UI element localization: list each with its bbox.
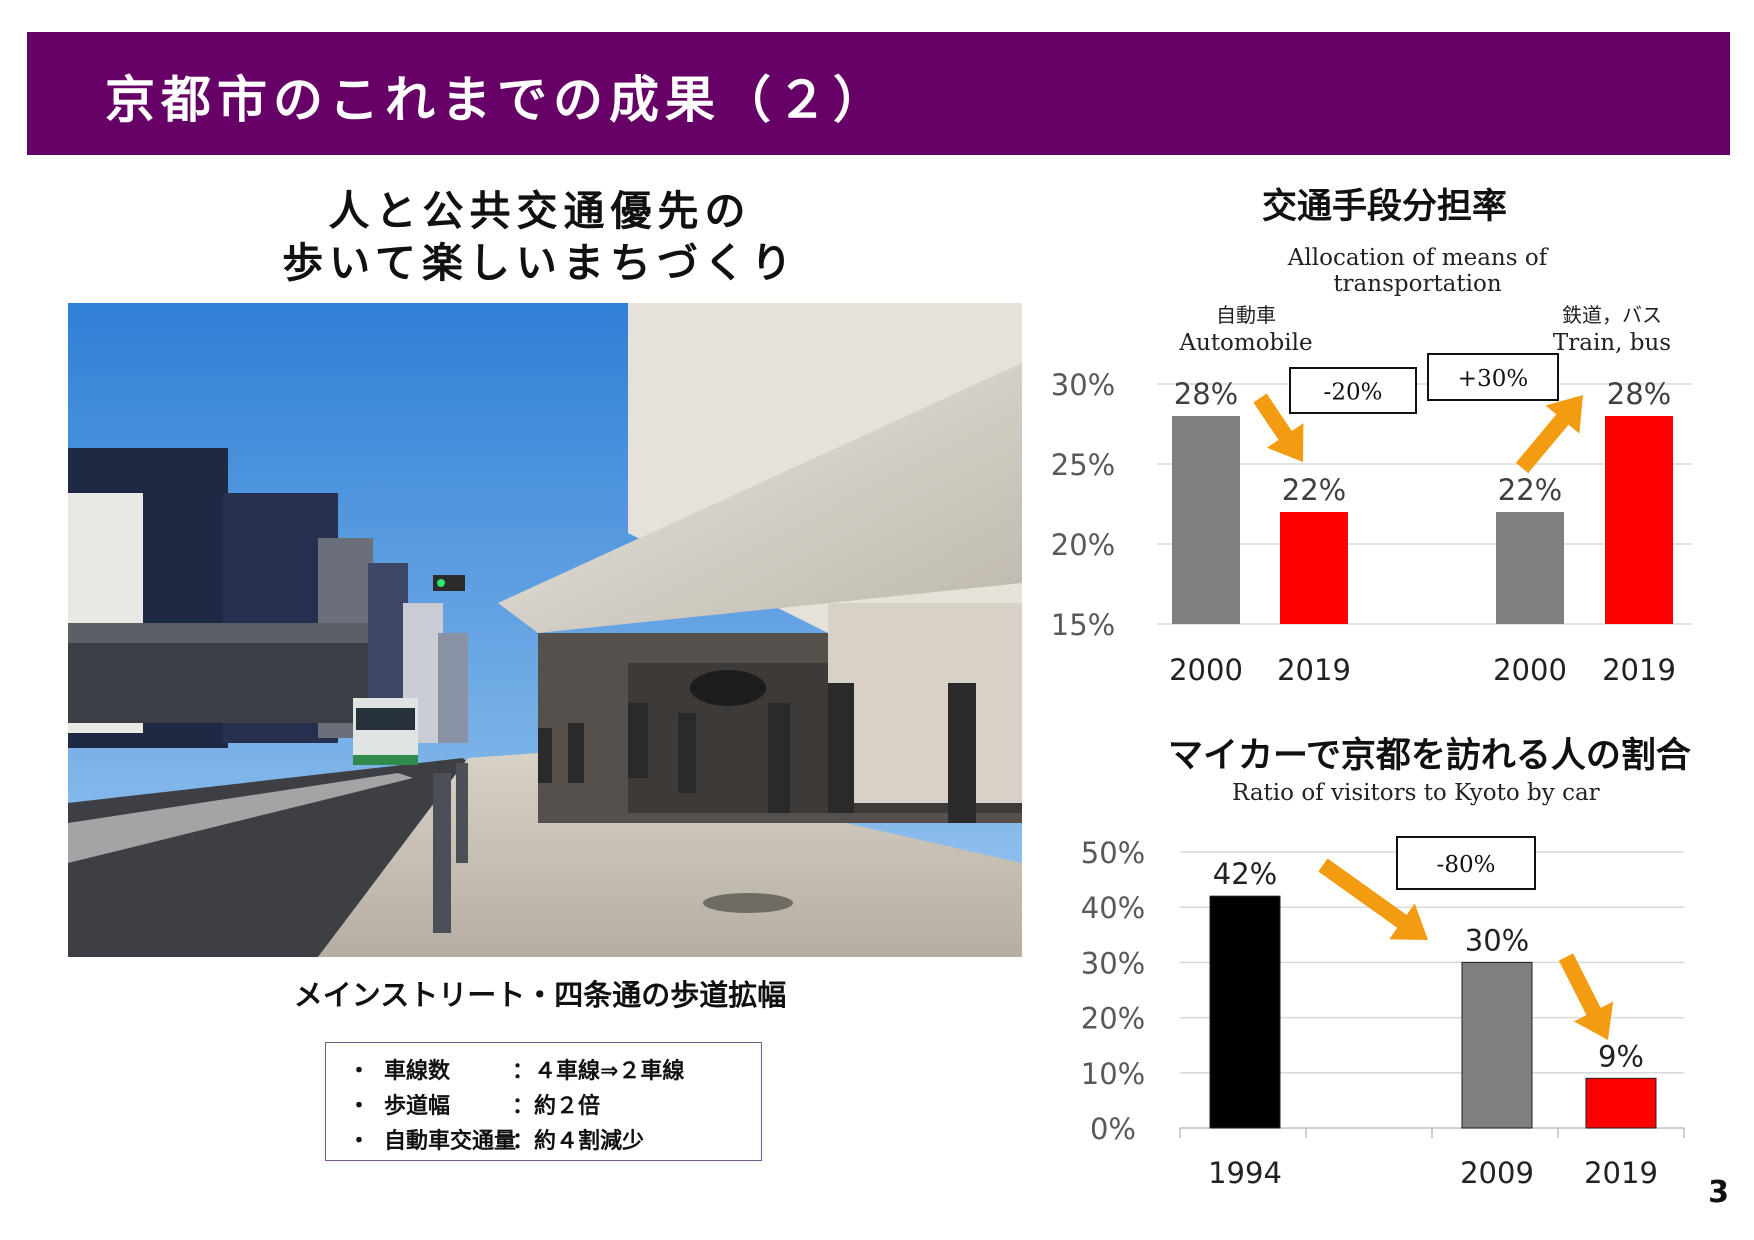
y-tick-label: 20% (1051, 528, 1115, 562)
heading-line-1: 人と公共交通優先の (328, 187, 752, 235)
arrow-down-icon (1318, 858, 1428, 940)
chart2-subtitle: Ratio of visitors to Kyoto by car (1232, 780, 1600, 806)
fact-label: 車線数 (384, 1059, 451, 1084)
bullet: ・ (348, 1094, 371, 1119)
bullet: ・ (348, 1059, 371, 1084)
x-tick-label: 2019 (1277, 653, 1351, 687)
bar (1461, 961, 1533, 1129)
data-label: 28% (1607, 377, 1671, 411)
y-tick-label: 20% (1081, 1002, 1145, 1036)
bar (1496, 512, 1564, 624)
group-label-ja: 自動車 (1216, 303, 1276, 327)
bar (1605, 416, 1673, 624)
fact-row: ・自動車交通量：約４割減少 (348, 1123, 644, 1155)
page-title: 京都市のこれまでの成果（２） (105, 71, 889, 129)
group-label-en: Automobile (1178, 330, 1312, 356)
data-label: 22% (1282, 473, 1346, 507)
change-automobile-box (1289, 367, 1417, 414)
shijo-street-photo (68, 303, 1022, 957)
heading-line-2: 歩いて楽しいまちづくり (282, 239, 798, 287)
change-car-visitors-label: -80% (1437, 852, 1496, 878)
y-tick-label: 15% (1051, 608, 1115, 642)
arrow-up-icon (1515, 395, 1583, 474)
chart1-subtitle: Allocation of means of transportation (1287, 245, 1548, 297)
bar (1172, 416, 1240, 624)
y-tick-label: 40% (1081, 891, 1145, 925)
data-label: 9% (1598, 1039, 1644, 1073)
y-tick-label: 50% (1081, 836, 1145, 870)
bar (1280, 512, 1348, 624)
fact-value: ：約２倍 (512, 1094, 601, 1119)
change-automobile-label: -20% (1324, 380, 1383, 406)
data-label: 28% (1174, 377, 1238, 411)
fact-label: 歩道幅 (384, 1094, 451, 1119)
y-tick-label: 25% (1051, 448, 1115, 482)
fact-value: ：約４割減少 (512, 1129, 645, 1154)
title-banner: 京都市のこれまでの成果（２） (27, 32, 1730, 155)
data-label: 22% (1498, 473, 1562, 507)
x-tick-label: 1994 (1208, 1156, 1282, 1190)
bullet: ・ (348, 1129, 371, 1154)
section-heading: 人と公共交通優先の 歩いて楽しいまちづくり (175, 185, 905, 289)
group-label-ja: 鉄道，バス (1562, 303, 1662, 327)
chart2-title: マイカーで京都を訪れる人の割合 (1168, 736, 1691, 776)
arrow-down-icon (1558, 953, 1614, 1040)
fact-label: 自動車交通量 (384, 1129, 517, 1154)
bar (1209, 895, 1281, 1129)
x-tick-label: 2009 (1460, 1156, 1534, 1190)
chart1-title: 交通手段分担率 (1262, 187, 1508, 227)
group-label-en: Train, bus (1553, 330, 1671, 356)
fact-row: ・車線数 ：４車線⇒２車線 (348, 1053, 684, 1085)
x-tick-label: 2000 (1169, 653, 1243, 687)
y-tick-label: 10% (1081, 1057, 1145, 1091)
page-number: 3 (1708, 1175, 1729, 1210)
change-car-visitors-box (1396, 836, 1536, 890)
fact-row: ・歩道幅 ：約２倍 (348, 1088, 600, 1120)
x-tick-label: 2019 (1602, 653, 1676, 687)
y-tick-label: 30% (1051, 368, 1115, 402)
bar (1585, 1077, 1657, 1129)
fact-value: ：４車線⇒２車線 (512, 1059, 685, 1084)
change-train-bus-label: +30% (1458, 366, 1528, 392)
change-train-bus-box (1427, 353, 1559, 401)
x-tick-label: 2019 (1584, 1156, 1658, 1190)
arrow-down-icon (1253, 393, 1304, 462)
facts-box: ・車線数 ：４車線⇒２車線 ・歩道幅 ：約２倍 ・自動車交通量：約４割減少 (325, 1042, 762, 1161)
data-label: 30% (1465, 923, 1529, 957)
photo-caption: メインストリート・四条通の歩道拡幅 (293, 978, 787, 1012)
x-tick-label: 2000 (1493, 653, 1567, 687)
y-tick-label: 0% (1090, 1112, 1136, 1146)
data-label: 42% (1213, 857, 1277, 891)
y-tick-label: 30% (1081, 946, 1145, 980)
